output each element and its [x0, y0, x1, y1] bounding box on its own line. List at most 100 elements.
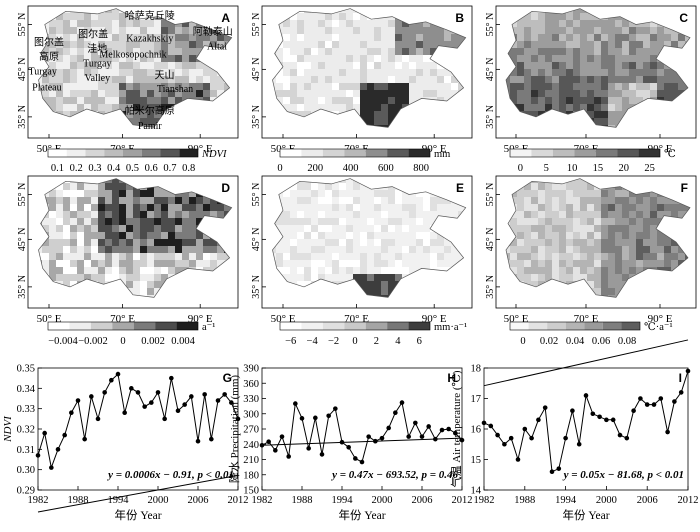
map-cell [409, 34, 416, 41]
map-cell [559, 55, 566, 62]
map-cell [545, 253, 552, 260]
map-cell [304, 204, 311, 211]
map-cell [133, 111, 140, 118]
map-cell [77, 13, 84, 20]
map-cell [154, 253, 161, 260]
map-cell [346, 197, 353, 204]
regression-equation: y = 0.0006x − 0.91, p < 0.01 [106, 469, 234, 481]
lat-tick-label: 55° N [485, 183, 496, 207]
map-cell [84, 55, 91, 62]
place-label: Turgay [29, 67, 57, 78]
map-cell [49, 225, 56, 232]
map-cell [147, 204, 154, 211]
colorbar-swatch [280, 322, 302, 330]
map-cell [140, 111, 147, 118]
map-cell [161, 97, 168, 104]
map-cell [353, 83, 360, 90]
map-cell [168, 218, 175, 225]
data-point [665, 429, 670, 435]
map-cell [283, 62, 290, 69]
map-cell [182, 253, 189, 260]
map-cell [538, 239, 545, 246]
map-cell [629, 267, 636, 274]
map-cell [388, 104, 395, 111]
map-cell [276, 246, 283, 253]
map-cell [573, 8, 580, 13]
map-cell [196, 239, 203, 246]
map-cell [388, 288, 395, 295]
map-cell [147, 41, 154, 48]
map-cell [112, 211, 119, 218]
map-cell [147, 197, 154, 204]
map-cell [402, 218, 409, 225]
map-cell [643, 34, 650, 41]
map-cell [552, 97, 559, 104]
map-cell [545, 97, 552, 104]
map-cell [374, 69, 381, 76]
colorbar-tick-label: 25 [644, 163, 655, 174]
map-cell [318, 90, 325, 97]
map-cell [524, 34, 531, 41]
map-cell [395, 260, 402, 267]
map-cell [175, 267, 182, 274]
map-cell [367, 55, 374, 62]
data-point [35, 453, 41, 458]
map-cell [573, 211, 580, 218]
data-point [631, 408, 636, 414]
map-cell [196, 204, 203, 211]
map-cell [203, 211, 210, 218]
map-cell [346, 27, 353, 34]
map-cell [573, 34, 580, 41]
map-cell [636, 41, 643, 48]
map-cell [168, 83, 175, 90]
map-cell [458, 253, 465, 260]
map-cell [119, 204, 126, 211]
map-cell [395, 55, 402, 62]
map-cell [608, 274, 615, 281]
colorbar-swatch [531, 149, 553, 157]
map-cell [524, 267, 531, 274]
data-point [495, 432, 500, 438]
map-cell [601, 41, 608, 48]
map-cell [140, 76, 147, 83]
map-cell [402, 34, 409, 41]
map-cell [56, 225, 63, 232]
map-cell [601, 76, 608, 83]
map-cell [325, 34, 332, 41]
map-cell [70, 69, 77, 76]
map-cell [615, 55, 622, 62]
map-cell [601, 239, 608, 246]
map-cell [360, 83, 367, 90]
trend-line [261, 437, 463, 446]
map-cell [224, 83, 231, 90]
map-cell [332, 190, 339, 197]
map-cell [210, 90, 217, 97]
map-cell [601, 211, 608, 218]
map-cell [126, 69, 133, 76]
map-cell [395, 232, 402, 239]
map-cell [615, 48, 622, 55]
map-cell [664, 69, 671, 76]
map-cell [629, 55, 636, 62]
map-cell [105, 27, 112, 34]
map-cell [531, 225, 538, 232]
map-cell [650, 48, 657, 55]
map-cell [430, 34, 437, 41]
lat-tick-label: 55° N [485, 13, 496, 37]
map-cell [346, 97, 353, 104]
map-cell [290, 211, 297, 218]
map-cell [346, 178, 353, 183]
map-cell [56, 267, 63, 274]
map-cell [91, 27, 98, 34]
map-cell [587, 253, 594, 260]
map-cell [304, 104, 311, 111]
map-cell [545, 232, 552, 239]
map-cell [147, 69, 154, 76]
map-cell [622, 225, 629, 232]
map-cell [601, 55, 608, 62]
map-cell [98, 274, 105, 281]
map-cell [98, 190, 105, 197]
map-cell [140, 83, 147, 90]
colorbar-frame [509, 148, 661, 158]
